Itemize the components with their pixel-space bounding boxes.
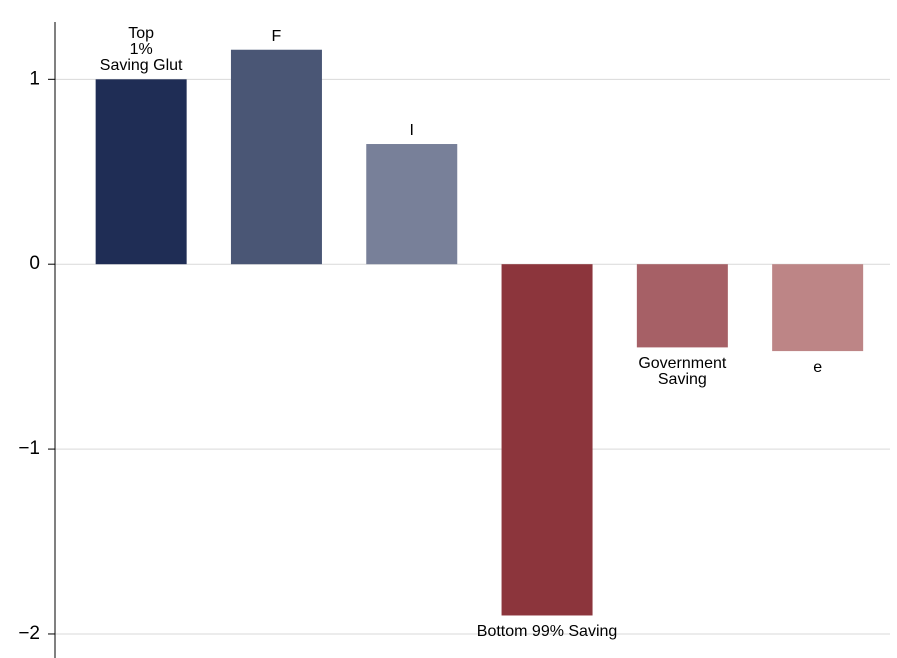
bar-label: Government Saving — [638, 355, 727, 389]
bar — [230, 49, 322, 265]
y-tick-label: 0 — [29, 253, 40, 274]
bar-label: Top 1% Saving Glut — [99, 25, 183, 75]
y-tick-label: −2 — [18, 623, 40, 644]
bar — [772, 264, 864, 352]
bar — [636, 264, 728, 348]
bar — [95, 79, 187, 265]
bar-label: Bottom 99% Saving — [476, 623, 618, 641]
y-tick-label: 1 — [29, 68, 40, 89]
bar — [366, 144, 458, 265]
bar-label: F — [271, 27, 282, 45]
bar-label: I — [409, 122, 414, 140]
bar-label: e — [813, 359, 823, 377]
bar — [501, 264, 593, 616]
y-tick-label: −1 — [18, 438, 40, 459]
